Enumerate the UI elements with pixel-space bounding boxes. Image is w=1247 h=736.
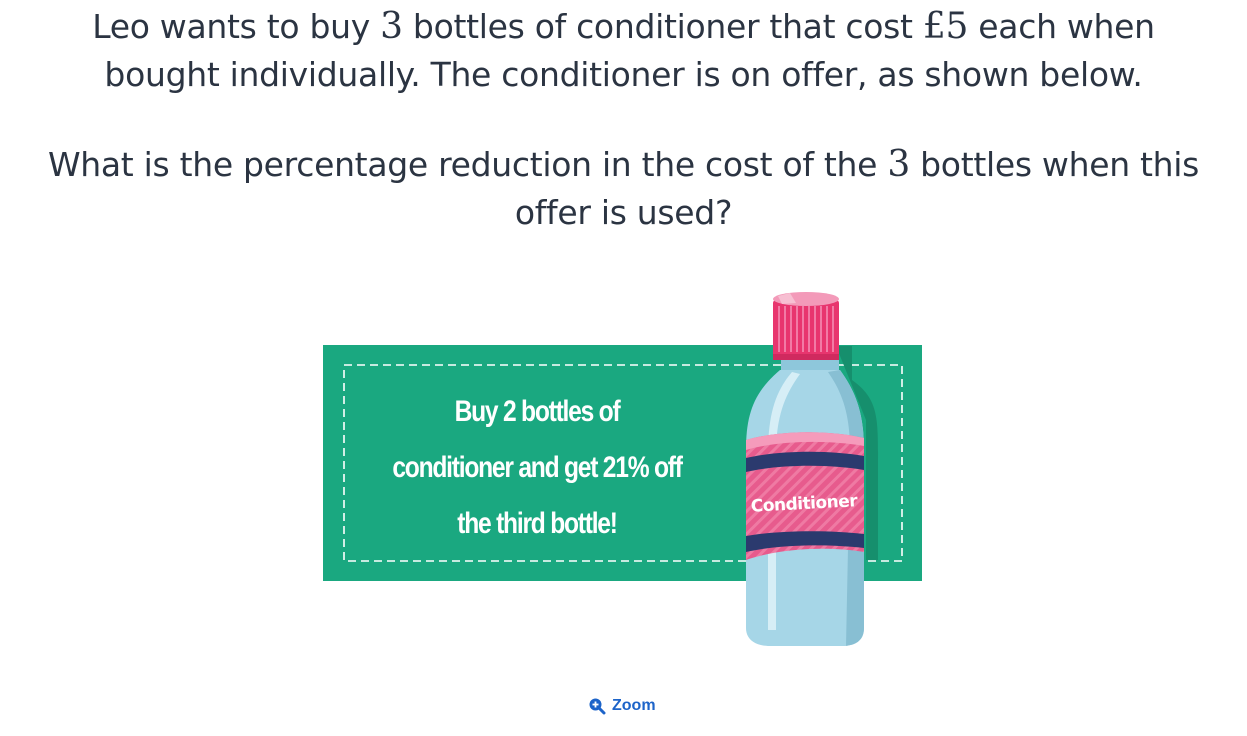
offer-line-2: conditioner and get 21% off: [392, 451, 683, 484]
zoom-in-icon: [589, 698, 606, 715]
zoom-label[interactable]: Zoom: [612, 697, 656, 714]
offer-text: Buy 2 bottles of conditioner and get 21%…: [382, 384, 692, 552]
question-line-2: bought individually. The conditioner is …: [104, 55, 1143, 94]
question-line-1: Leo wants to buy 3 bottles of conditione…: [92, 6, 1155, 47]
offer-illustration: [323, 292, 922, 646]
quantity-math-2: 3: [887, 144, 910, 185]
question-paragraph-2: What is the percentage reduction in the …: [0, 141, 1247, 237]
conditioner-bottle: [746, 292, 879, 646]
offer-line-3: the third bottle!: [457, 507, 618, 540]
zoom-button[interactable]: Zoom: [588, 694, 656, 718]
offer-line-1: Buy 2 bottles of: [454, 395, 621, 428]
price-math: £5: [922, 6, 969, 47]
question-line-3: What is the percentage reduction in the …: [47, 144, 1200, 185]
quantity-math: 3: [380, 6, 403, 47]
question-paragraph-1: Leo wants to buy 3 bottles of conditione…: [0, 3, 1247, 99]
question-line-4: offer is used?: [514, 193, 733, 232]
